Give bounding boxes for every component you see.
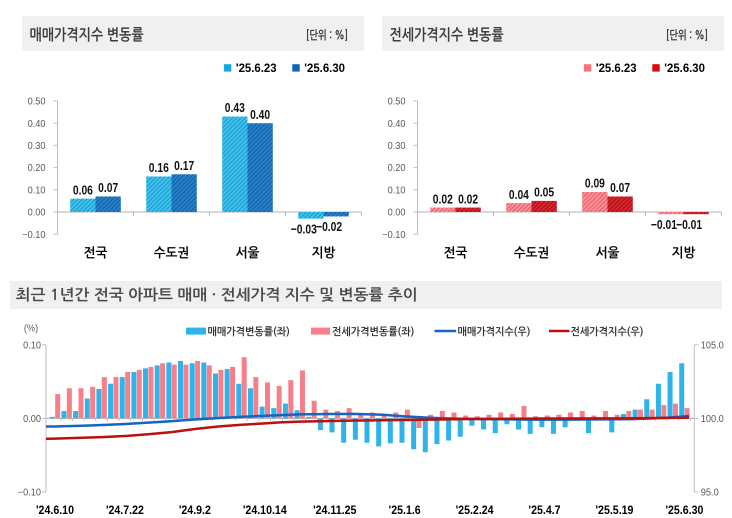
- svg-text:0.10: 0.10: [388, 185, 406, 196]
- svg-text:0.50: 0.50: [388, 96, 406, 107]
- svg-text:0.07: 0.07: [98, 180, 118, 196]
- svg-text:0.20: 0.20: [388, 163, 406, 174]
- svg-text:'25.5.19: '25.5.19: [596, 504, 634, 517]
- svg-text:'24.11.25: '24.11.25: [313, 504, 356, 517]
- svg-text:0.40: 0.40: [28, 118, 46, 129]
- svg-text:'25.6.23: '25.6.23: [236, 62, 277, 75]
- svg-text:'25.4.7: '25.4.7: [529, 504, 561, 517]
- svg-text:−0.10: −0.10: [382, 229, 405, 240]
- svg-text:0.07: 0.07: [610, 180, 630, 196]
- svg-text:0.02: 0.02: [433, 191, 453, 207]
- svg-text:105.0: 105.0: [701, 340, 724, 351]
- svg-text:0.09: 0.09: [585, 175, 605, 191]
- svg-text:0.00: 0.00: [28, 207, 46, 218]
- svg-text:'25.2.24: '25.2.24: [456, 504, 495, 517]
- svg-text:0.16: 0.16: [149, 160, 169, 176]
- svg-text:0.00: 0.00: [388, 207, 406, 218]
- svg-text:'24.6.10: '24.6.10: [36, 504, 74, 517]
- svg-text:0.43: 0.43: [225, 100, 245, 116]
- svg-text:'25.1.6: '25.1.6: [389, 504, 421, 517]
- svg-text:'24.9.2: '24.9.2: [179, 504, 211, 517]
- svg-text:'25.6.30: '25.6.30: [664, 62, 705, 75]
- svg-text:0.40: 0.40: [250, 107, 270, 123]
- svg-text:100.0: 100.0: [701, 414, 724, 425]
- svg-text:−0.03: −0.03: [291, 221, 317, 237]
- svg-text:0.30: 0.30: [388, 141, 406, 152]
- svg-text:'25.6.30: '25.6.30: [665, 504, 703, 517]
- svg-text:0.10: 0.10: [28, 185, 46, 196]
- svg-text:'24.7.22: '24.7.22: [106, 504, 144, 517]
- svg-text:0.17: 0.17: [174, 158, 194, 174]
- svg-text:−0.10: −0.10: [18, 487, 41, 498]
- svg-text:'25.6.23: '25.6.23: [596, 62, 637, 75]
- svg-text:0.50: 0.50: [28, 96, 46, 107]
- svg-text:0.40: 0.40: [388, 118, 406, 129]
- svg-text:0.10: 0.10: [23, 340, 41, 351]
- svg-text:−0.01: −0.01: [651, 217, 677, 233]
- svg-text:−0.10: −0.10: [22, 229, 45, 240]
- svg-text:−0.01: −0.01: [676, 217, 702, 233]
- svg-text:0.02: 0.02: [458, 191, 478, 207]
- svg-text:0.06: 0.06: [73, 182, 93, 198]
- svg-text:'25.6.30: '25.6.30: [304, 62, 345, 75]
- svg-text:0.30: 0.30: [28, 141, 46, 152]
- svg-text:−0.02: −0.02: [316, 219, 342, 235]
- svg-text:0.05: 0.05: [534, 184, 554, 200]
- svg-text:0.04: 0.04: [509, 187, 529, 203]
- svg-text:'24.10.14: '24.10.14: [243, 504, 288, 517]
- svg-text:(%): (%): [24, 323, 38, 334]
- svg-text:95.0: 95.0: [701, 487, 719, 498]
- svg-text:0.00: 0.00: [23, 414, 41, 425]
- svg-text:0.20: 0.20: [28, 163, 46, 174]
